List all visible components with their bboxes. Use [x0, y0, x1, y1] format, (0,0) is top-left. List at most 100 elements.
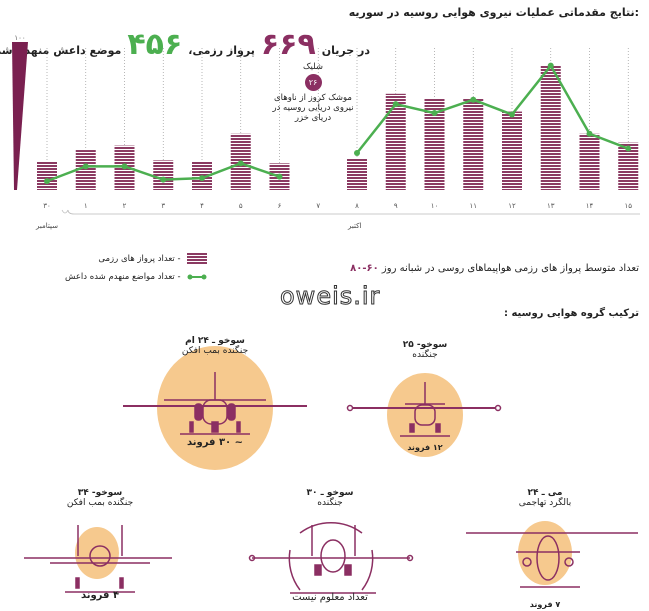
su24-aircraft-icon — [123, 372, 307, 435]
average-value: ۶۰-۸۰ — [350, 263, 379, 274]
annotation-label: شلیک — [302, 62, 324, 72]
destroyed-point — [121, 163, 128, 170]
destroyed-point — [586, 130, 593, 137]
legend-line: - تعداد مواضع منهدم شده داعش — [65, 268, 207, 286]
x-tick-label: ۸ — [355, 202, 359, 210]
x-tick-label: ۶ — [278, 202, 282, 210]
aircraft-role: جنگنده — [412, 350, 438, 360]
aircraft-su30: سوخو ـ ۳۰ جنگنده — [280, 488, 380, 508]
page-title: نتایج مقدماتی عملیات نیروی هوایی روسیه د… — [348, 6, 639, 19]
sorties-count: ۶۶۹ — [260, 27, 316, 62]
su24-count: ~ ۳۰ فروند — [186, 437, 244, 448]
x-tick-label: ۱ — [84, 202, 88, 210]
legend-bar-label: - تعداد پرواز های رزمی — [98, 254, 181, 264]
aircraft-name: سوخو- ۳۴ — [77, 488, 123, 498]
x-tick-label: ۳۰ — [43, 202, 51, 210]
x-tick-label: ۵ — [239, 202, 243, 210]
su25-count: ۱۲ فروند — [407, 443, 443, 452]
sortie-bar — [463, 98, 484, 190]
x-tick-label: ۱۴ — [586, 202, 594, 210]
su30-count: تعداد معلوم نیست — [292, 592, 368, 603]
mi24-count: ۷ فروند — [529, 600, 561, 609]
mi24-helicopter-icon — [466, 532, 638, 588]
destroyed-point — [625, 145, 632, 152]
x-tick-label: ۱۰ — [431, 202, 439, 210]
annotation-text: موشک کروز از ناوهای نیروی دریایی روسیه د… — [272, 93, 354, 123]
legend-bar-swatch — [186, 253, 207, 265]
su24-circle — [157, 346, 273, 470]
cruise-missile-annotation: شلیک ۲۶ موشک کروز از ناوهای نیروی دریایی… — [268, 62, 358, 123]
sortie-bar — [540, 65, 561, 190]
su34-circle — [75, 527, 119, 579]
headline-prefix: در جریان — [321, 44, 370, 57]
destroyed-point — [82, 163, 89, 170]
destroyed-point — [547, 62, 554, 69]
x-tick-label: ۱۵ — [624, 202, 632, 210]
aircraft-name: سوخو ـ ۲۴ ام — [185, 336, 245, 346]
legend-line-swatch — [187, 274, 207, 280]
destroyed-point — [431, 110, 438, 117]
su30-aircraft-icon — [248, 522, 414, 594]
y-tick-label: ۱۰۰ — [14, 34, 25, 42]
headline: در جریان ۶۶۹ پرواز رزمی، ۴۵۶ موضع داعش م… — [0, 27, 370, 62]
sortie-bar — [37, 161, 57, 190]
average-sorties: تعداد متوسط پرواز های رزمی هواپیماهای رو… — [350, 263, 639, 274]
watermark: oweis.ir — [279, 282, 381, 311]
destroyed-count: ۴۵۶ — [127, 27, 183, 62]
destroyed-point — [509, 111, 515, 118]
aircraft-role: جنگنده بمب افکن — [181, 346, 249, 356]
aircraft-name: می ـ ۲۴ — [527, 488, 563, 498]
destroyed-point — [44, 178, 50, 185]
destroyed-point — [392, 101, 399, 108]
aircraft-role: جنگنده بمب افکن — [66, 498, 134, 508]
aircraft-su25: سوخو- ۲۵ جنگنده — [375, 340, 475, 360]
su25-aircraft-icon — [346, 382, 502, 437]
x-tick-label: ۹ — [394, 202, 398, 210]
section-title: ترکیب گروه هوایی روسیه : — [504, 308, 639, 319]
sortie-bar — [579, 133, 600, 190]
destroyed-point — [199, 175, 205, 182]
su34-count: ۴ فروند — [80, 590, 120, 601]
x-tick-label: ۳ — [161, 202, 165, 210]
sortie-bar — [618, 142, 639, 190]
x-tick-label: ۲ — [123, 202, 127, 210]
sortie-bar — [424, 98, 445, 190]
month-september: سپتامبر — [35, 222, 58, 230]
su34-aircraft-icon — [24, 525, 172, 593]
x-tick-label: ۴ — [200, 202, 204, 210]
aircraft-role: جنگنده — [317, 498, 343, 508]
x-tick-label: ۱۱ — [469, 202, 477, 210]
sortie-bar — [347, 158, 367, 190]
destroyed-point — [470, 96, 477, 103]
legend-bars: - تعداد پرواز های رزمی — [65, 250, 207, 268]
aircraft-name: سوخو- ۲۵ — [402, 340, 448, 350]
month-october: اکتبر — [347, 222, 361, 230]
headline-middle: پرواز رزمی، — [188, 44, 255, 57]
aircraft-su34: سوخو- ۳۴ جنگنده بمب افکن — [45, 488, 155, 508]
y-axis-wedge — [12, 42, 28, 190]
sortie-bar — [385, 93, 406, 190]
aircraft-illustrations — [24, 346, 638, 594]
average-text: تعداد متوسط پرواز های رزمی هواپیماهای رو… — [381, 263, 639, 274]
sortie-bar — [153, 160, 174, 190]
sortie-bar — [502, 111, 522, 190]
destroyed-line — [356, 63, 629, 154]
sortie-bar — [75, 150, 96, 190]
destroyed-point — [160, 176, 167, 183]
x-tick-label: ۷ — [316, 202, 320, 210]
headline-suffix: موضع داعش منهدم شد — [0, 44, 122, 57]
destroyed-point — [354, 150, 360, 156]
destroyed-point — [237, 160, 244, 167]
chart: ۱۰۰ ۳۰ ۱ ۲ ۳ ۴ ۵ ۶ ۷ ۸ ۹ ۱۰ ۱۱ ۱۲ ۱۳ ۱۴ ۱۵ سپتامبر اکتب… — [12, 34, 640, 230]
aircraft-name: سوخو ـ ۳۰ — [306, 488, 354, 498]
aircraft-su24: سوخو ـ ۲۴ ام جنگنده بمب افکن — [155, 336, 275, 356]
x-tick-label: ۱۳ — [547, 202, 555, 210]
mi24-circle — [518, 521, 572, 585]
x-tick-label: ۱۲ — [508, 202, 516, 210]
aircraft-role: بالگرد تهاجمی — [518, 498, 572, 508]
month-brace — [61, 209, 640, 215]
aircraft-mi24: می ـ ۲۴ بالگرد تهاجمی — [495, 488, 595, 508]
legend-line-label: - تعداد مواضع منهدم شده داعش — [65, 272, 181, 282]
legend: - تعداد پرواز های رزمی - تعداد مواضع منه… — [65, 250, 207, 286]
